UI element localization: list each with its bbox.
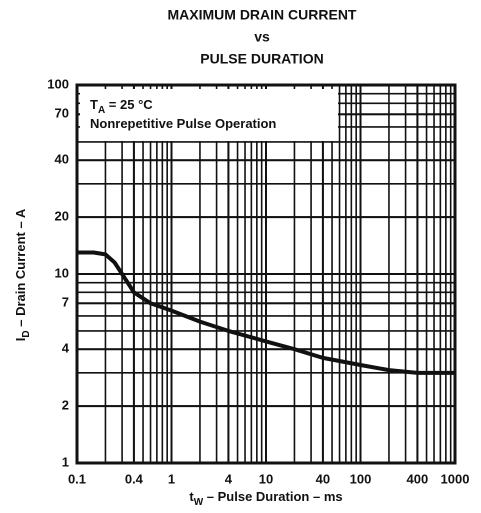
y-tick-label: 70 [55,106,69,121]
grid [76,84,456,464]
annotation-main: Nonrepetitive Pulse Operation [90,116,276,131]
y-axis-label-rest: – Drain Current – A [13,208,28,330]
x-tick-label: 10 [259,471,273,486]
x-tick-label: 4 [225,471,233,486]
y-tick-label: 7 [62,295,69,310]
y-axis-label-sub: D [21,330,32,337]
y-tick-label: 20 [55,209,69,224]
x-axis-label-main: t [189,489,194,504]
chart-title: vs [254,29,270,45]
chart-title: MAXIMUM DRAIN CURRENT [168,7,357,23]
y-tick-label: 4 [62,341,70,356]
x-tick-label: 400 [407,471,429,486]
y-tick-label: 100 [47,76,69,91]
y-tick-label: 40 [55,152,69,167]
y-axis-label-main: I [13,338,28,342]
x-tick-label: 100 [350,471,372,486]
y-axis-label: ID – Drain Current – A [13,208,31,341]
x-tick-label: 1000 [441,471,470,486]
annotation: Nonrepetitive Pulse Operation [90,116,276,131]
annotation: TA = 25 °C [90,97,153,115]
x-tick-label: 0.4 [125,471,144,486]
x-axis-label: tW – Pulse Duration – ms [189,489,342,507]
annotation-sub: A [98,105,105,116]
data-line [77,250,455,375]
annotation-main: T [90,97,98,112]
plot-frame [75,83,457,465]
chart-title: PULSE DURATION [200,51,323,67]
y-tick-label: 10 [55,265,69,280]
x-axis-label-rest: – Pulse Duration – ms [203,489,342,504]
annotation-box [80,89,338,141]
annotation-rest: = 25 °C [105,97,153,112]
plot [77,250,455,375]
x-axis-label-sub: W [194,497,204,508]
y-tick-label: 2 [62,398,69,413]
x-tick-label: 0.1 [68,471,86,486]
y-tick-label: 1 [62,454,69,469]
x-tick-label: 40 [316,471,330,486]
x-tick-label: 1 [168,471,175,486]
